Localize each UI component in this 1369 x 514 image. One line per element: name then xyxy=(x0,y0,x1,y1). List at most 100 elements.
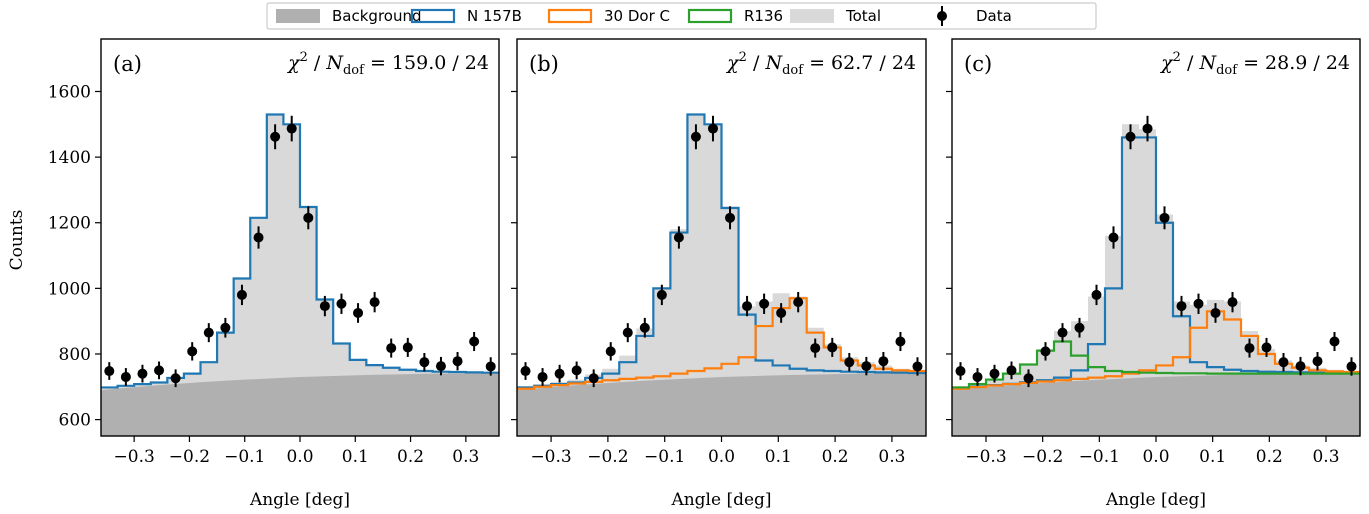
data-point xyxy=(386,343,397,354)
data-point xyxy=(1346,361,1357,372)
legend-swatch xyxy=(687,8,733,24)
panel-label: (c) xyxy=(964,52,992,76)
x-tick-label: −0.3 xyxy=(965,447,1006,467)
data-point xyxy=(844,357,855,368)
data-point xyxy=(303,212,314,223)
data-point xyxy=(1261,342,1272,353)
data-point xyxy=(1006,365,1017,376)
data-point xyxy=(1142,123,1153,134)
chi2-annotation: χ2 / Ndof = 28.9 / 24 xyxy=(1159,50,1350,78)
x-tick-label: −0.3 xyxy=(530,447,571,467)
data-point xyxy=(793,297,804,308)
data-point xyxy=(236,289,247,300)
data-point xyxy=(690,131,701,142)
x-tick-label: 0.2 xyxy=(822,447,849,467)
step-n-157b xyxy=(101,113,499,389)
legend-marker xyxy=(937,11,947,21)
x-axis-label: Angle [deg] xyxy=(670,490,771,510)
total-fill xyxy=(101,114,499,436)
data-point xyxy=(725,212,736,223)
data-point xyxy=(253,232,264,243)
data-point xyxy=(878,356,889,367)
data-point xyxy=(742,301,753,312)
plot-area xyxy=(101,113,499,436)
data-point xyxy=(435,361,446,372)
x-axis-label: Angle [deg] xyxy=(249,490,350,510)
data-point xyxy=(554,368,565,379)
panels: 600 800 1000 1200 1400 1600 −0.3 −0.2 −0.1 0.0 0.1… xyxy=(48,38,1361,510)
x-tick-label: −0.2 xyxy=(169,447,210,467)
data-point xyxy=(270,131,281,142)
legend-label: Total xyxy=(845,7,881,25)
data-point xyxy=(1244,343,1255,354)
legend-swatch xyxy=(276,9,320,23)
legend-label: R136 xyxy=(744,7,783,25)
data-point xyxy=(1193,298,1204,309)
x-tick-label: 0.3 xyxy=(452,447,479,467)
data-point xyxy=(895,336,906,347)
total-fill xyxy=(517,114,926,436)
data-point xyxy=(1125,131,1136,142)
data-point xyxy=(537,371,548,382)
data-point xyxy=(955,366,966,377)
y-tick-label: 1200 xyxy=(48,214,91,234)
x-tick-label: 0.3 xyxy=(1312,447,1339,467)
data-point xyxy=(336,298,347,309)
data-point xyxy=(1159,212,1170,223)
data-point xyxy=(419,357,430,368)
data-point xyxy=(319,301,330,312)
data-point xyxy=(1023,373,1034,384)
legend-frame xyxy=(266,2,1097,30)
legend-label: N 157B xyxy=(467,7,522,25)
legend-label: 30 Dor C xyxy=(604,7,670,25)
plot-area xyxy=(517,113,926,436)
data-point xyxy=(759,298,770,309)
data-point xyxy=(776,307,787,318)
background-fill xyxy=(101,373,499,436)
step-30-dor-c xyxy=(517,297,926,390)
legend-swatch xyxy=(790,9,834,23)
data-point xyxy=(170,373,181,384)
data-point xyxy=(1040,346,1051,357)
x-tick-label: 0.2 xyxy=(397,447,424,467)
data-point xyxy=(187,346,198,357)
legend-swatch xyxy=(410,8,456,24)
panel-label: (a) xyxy=(113,52,142,76)
data-point xyxy=(588,373,599,384)
data-point xyxy=(673,232,684,243)
data-point xyxy=(1210,307,1221,318)
total-fill xyxy=(952,124,1360,436)
x-tick-label: 0.0 xyxy=(286,447,313,467)
y-tick-label: 600 xyxy=(59,411,91,431)
panel-a: 600 800 1000 1200 1400 1600 −0.3 −0.2 −0.1 0.0 0.1… xyxy=(48,38,500,510)
legend-entry: R136 xyxy=(687,7,783,25)
data-point xyxy=(707,123,718,134)
chi2-annotation: χ2 / Ndof = 159.0 / 24 xyxy=(286,50,489,78)
legend-entry: Data xyxy=(937,6,1012,26)
data-point xyxy=(622,327,633,338)
data-point xyxy=(1074,322,1085,333)
data-point xyxy=(1176,301,1187,312)
data-point xyxy=(1295,361,1306,372)
x-tick-label: 0.0 xyxy=(708,447,735,467)
data-point xyxy=(137,368,148,379)
x-tick-label: −0.2 xyxy=(1022,447,1063,467)
legend-entry: N 157B xyxy=(410,7,522,25)
data-point xyxy=(1091,289,1102,300)
x-tick-label: 0.1 xyxy=(342,447,369,467)
step-n-157b xyxy=(517,113,926,389)
legend-label: Data xyxy=(976,7,1012,25)
data-point xyxy=(827,342,838,353)
data-point xyxy=(1278,357,1289,368)
legend-label: Background xyxy=(332,7,422,25)
legend-swatch xyxy=(547,8,593,24)
data-point xyxy=(571,365,582,376)
data-point xyxy=(353,307,364,318)
background-fill xyxy=(952,373,1360,436)
data-point xyxy=(1312,356,1323,367)
data-point xyxy=(656,289,667,300)
chi2-annotation: χ2 / Ndof = 62.7 / 24 xyxy=(725,50,916,78)
x-tick-label: 0.2 xyxy=(1256,447,1283,467)
data-point xyxy=(1057,327,1068,338)
data-point xyxy=(469,336,480,347)
